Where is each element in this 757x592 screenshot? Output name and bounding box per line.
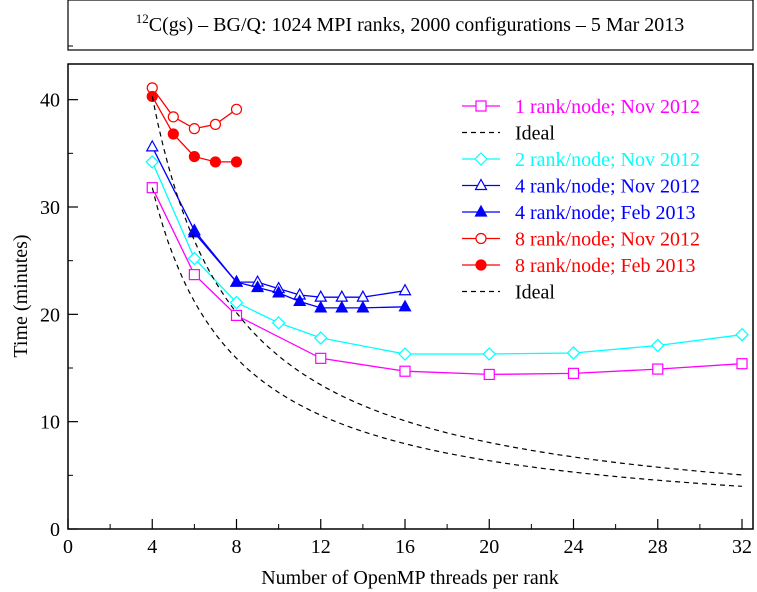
series [151, 187, 743, 487]
x-tick-label: 20 [479, 536, 499, 558]
plot-frame [67, 63, 754, 530]
x-tick-label: 12 [311, 536, 331, 558]
series-line [151, 161, 743, 355]
series-line [151, 146, 406, 298]
legend-label: 8 rank/node; Feb 2013 [515, 255, 696, 277]
series [146, 182, 748, 381]
legend-entry: 8 rank/node; Nov 2012 [462, 229, 700, 251]
circle-marker [188, 150, 200, 163]
triangle-marker [251, 280, 265, 293]
circle-marker [230, 156, 243, 168]
triangle-marker [272, 285, 286, 298]
x-tick-label: 16 [395, 536, 415, 558]
circle-marker [209, 156, 222, 168]
triangle-marker [187, 225, 201, 238]
triangle-marker [474, 178, 488, 191]
legend-entry: 8 rank/node; Feb 2013 [462, 255, 696, 277]
triangle-marker [229, 274, 244, 287]
axes: 0 4 8 12 16 20 24 28 32 0 10 20 30 40 [40, 45, 752, 558]
diamond-marker [271, 316, 286, 330]
diamond-marker [145, 155, 160, 169]
triangle-marker [335, 289, 349, 302]
triangle-marker [314, 300, 328, 313]
triangle-marker [356, 300, 370, 313]
square-marker [652, 363, 664, 375]
circle-marker [188, 123, 200, 135]
x-tick-label: 4 [147, 536, 157, 558]
legend-label: 2 rank/node; Nov 2012 [515, 149, 700, 171]
square-marker [483, 368, 495, 381]
y-tick-label: 0 [50, 519, 60, 541]
legend: 1 rank/node; Nov 2012 Ideal 2 rank/node; N… [462, 96, 700, 304]
title-main: C(gs) – BG/Q: 1024 MPI ranks, 2000 confi… [149, 14, 685, 36]
circle-marker [475, 259, 487, 271]
x-tick-label: 0 [63, 536, 73, 558]
triangle-marker [474, 204, 488, 217]
diamond-marker [229, 295, 244, 310]
circle-marker [475, 232, 487, 245]
square-marker [399, 365, 411, 377]
square-marker [567, 367, 580, 379]
legend-entry: 1 rank/node; Nov 2012 [462, 96, 700, 118]
diamond-marker [650, 338, 665, 353]
circle-marker [209, 118, 222, 130]
legend-entry: 4 rank/node; Nov 2012 [462, 176, 700, 198]
y-tick-label: 10 [40, 412, 60, 434]
series [187, 225, 412, 313]
triangle-marker [335, 300, 349, 313]
y-axis-label: Time (minutes) [10, 234, 32, 357]
legend-label: 1 rank/node; Nov 2012 [515, 96, 700, 118]
legend-entry: 4 rank/node; Feb 2013 [462, 202, 696, 224]
chart-title: 12C(gs) – BG/Q: 1024 MPI ranks, 2000 con… [136, 11, 685, 36]
diamond-marker [566, 346, 581, 360]
series [146, 82, 243, 135]
diamond-marker [735, 327, 749, 342]
legend-label: 4 rank/node; Feb 2013 [515, 202, 696, 224]
legend-entry: Ideal [462, 123, 555, 145]
diamond-marker [313, 331, 328, 345]
ideal-line [151, 187, 743, 487]
diamond-marker [482, 347, 497, 361]
series [146, 90, 243, 168]
triangle-marker [398, 299, 412, 312]
y-tick-label: 40 [40, 90, 60, 112]
series-layer [145, 82, 749, 487]
x-tick-label: 32 [732, 536, 752, 558]
series [151, 96, 743, 476]
square-marker [475, 100, 487, 112]
ideal-line [151, 96, 743, 476]
x-tick-label: 8 [232, 536, 242, 558]
square-marker [736, 358, 748, 370]
legend-label: Ideal [515, 282, 555, 304]
y-tick-label: 20 [40, 304, 60, 326]
circle-marker [167, 128, 179, 140]
title-superscript: 12 [136, 11, 149, 26]
legend-entry: 2 rank/node; Nov 2012 [462, 149, 700, 171]
triangle-marker [293, 294, 307, 307]
x-axis-label: Number of OpenMP threads per rank [261, 567, 559, 589]
diamond-marker [398, 347, 412, 361]
title-box [67, 0, 754, 51]
series-line [151, 87, 237, 130]
y-tick-label: 30 [40, 197, 60, 219]
x-tick-label: 24 [564, 536, 584, 558]
square-marker [230, 309, 243, 322]
square-marker [315, 352, 327, 364]
legend-label: 4 rank/node; Nov 2012 [515, 176, 700, 198]
triangle-marker [145, 139, 159, 152]
square-marker [188, 269, 200, 281]
legend-label: Ideal [515, 123, 555, 145]
diamond-marker [474, 152, 488, 166]
x-tick-label: 28 [648, 536, 668, 558]
diamond-marker [187, 251, 202, 266]
triangle-marker [398, 283, 412, 296]
circle-marker [167, 111, 179, 123]
legend-label: 8 rank/node; Nov 2012 [515, 229, 700, 251]
square-marker [146, 182, 158, 194]
legend-entry: Ideal [462, 282, 555, 304]
circle-marker [230, 103, 243, 115]
series [145, 155, 749, 361]
